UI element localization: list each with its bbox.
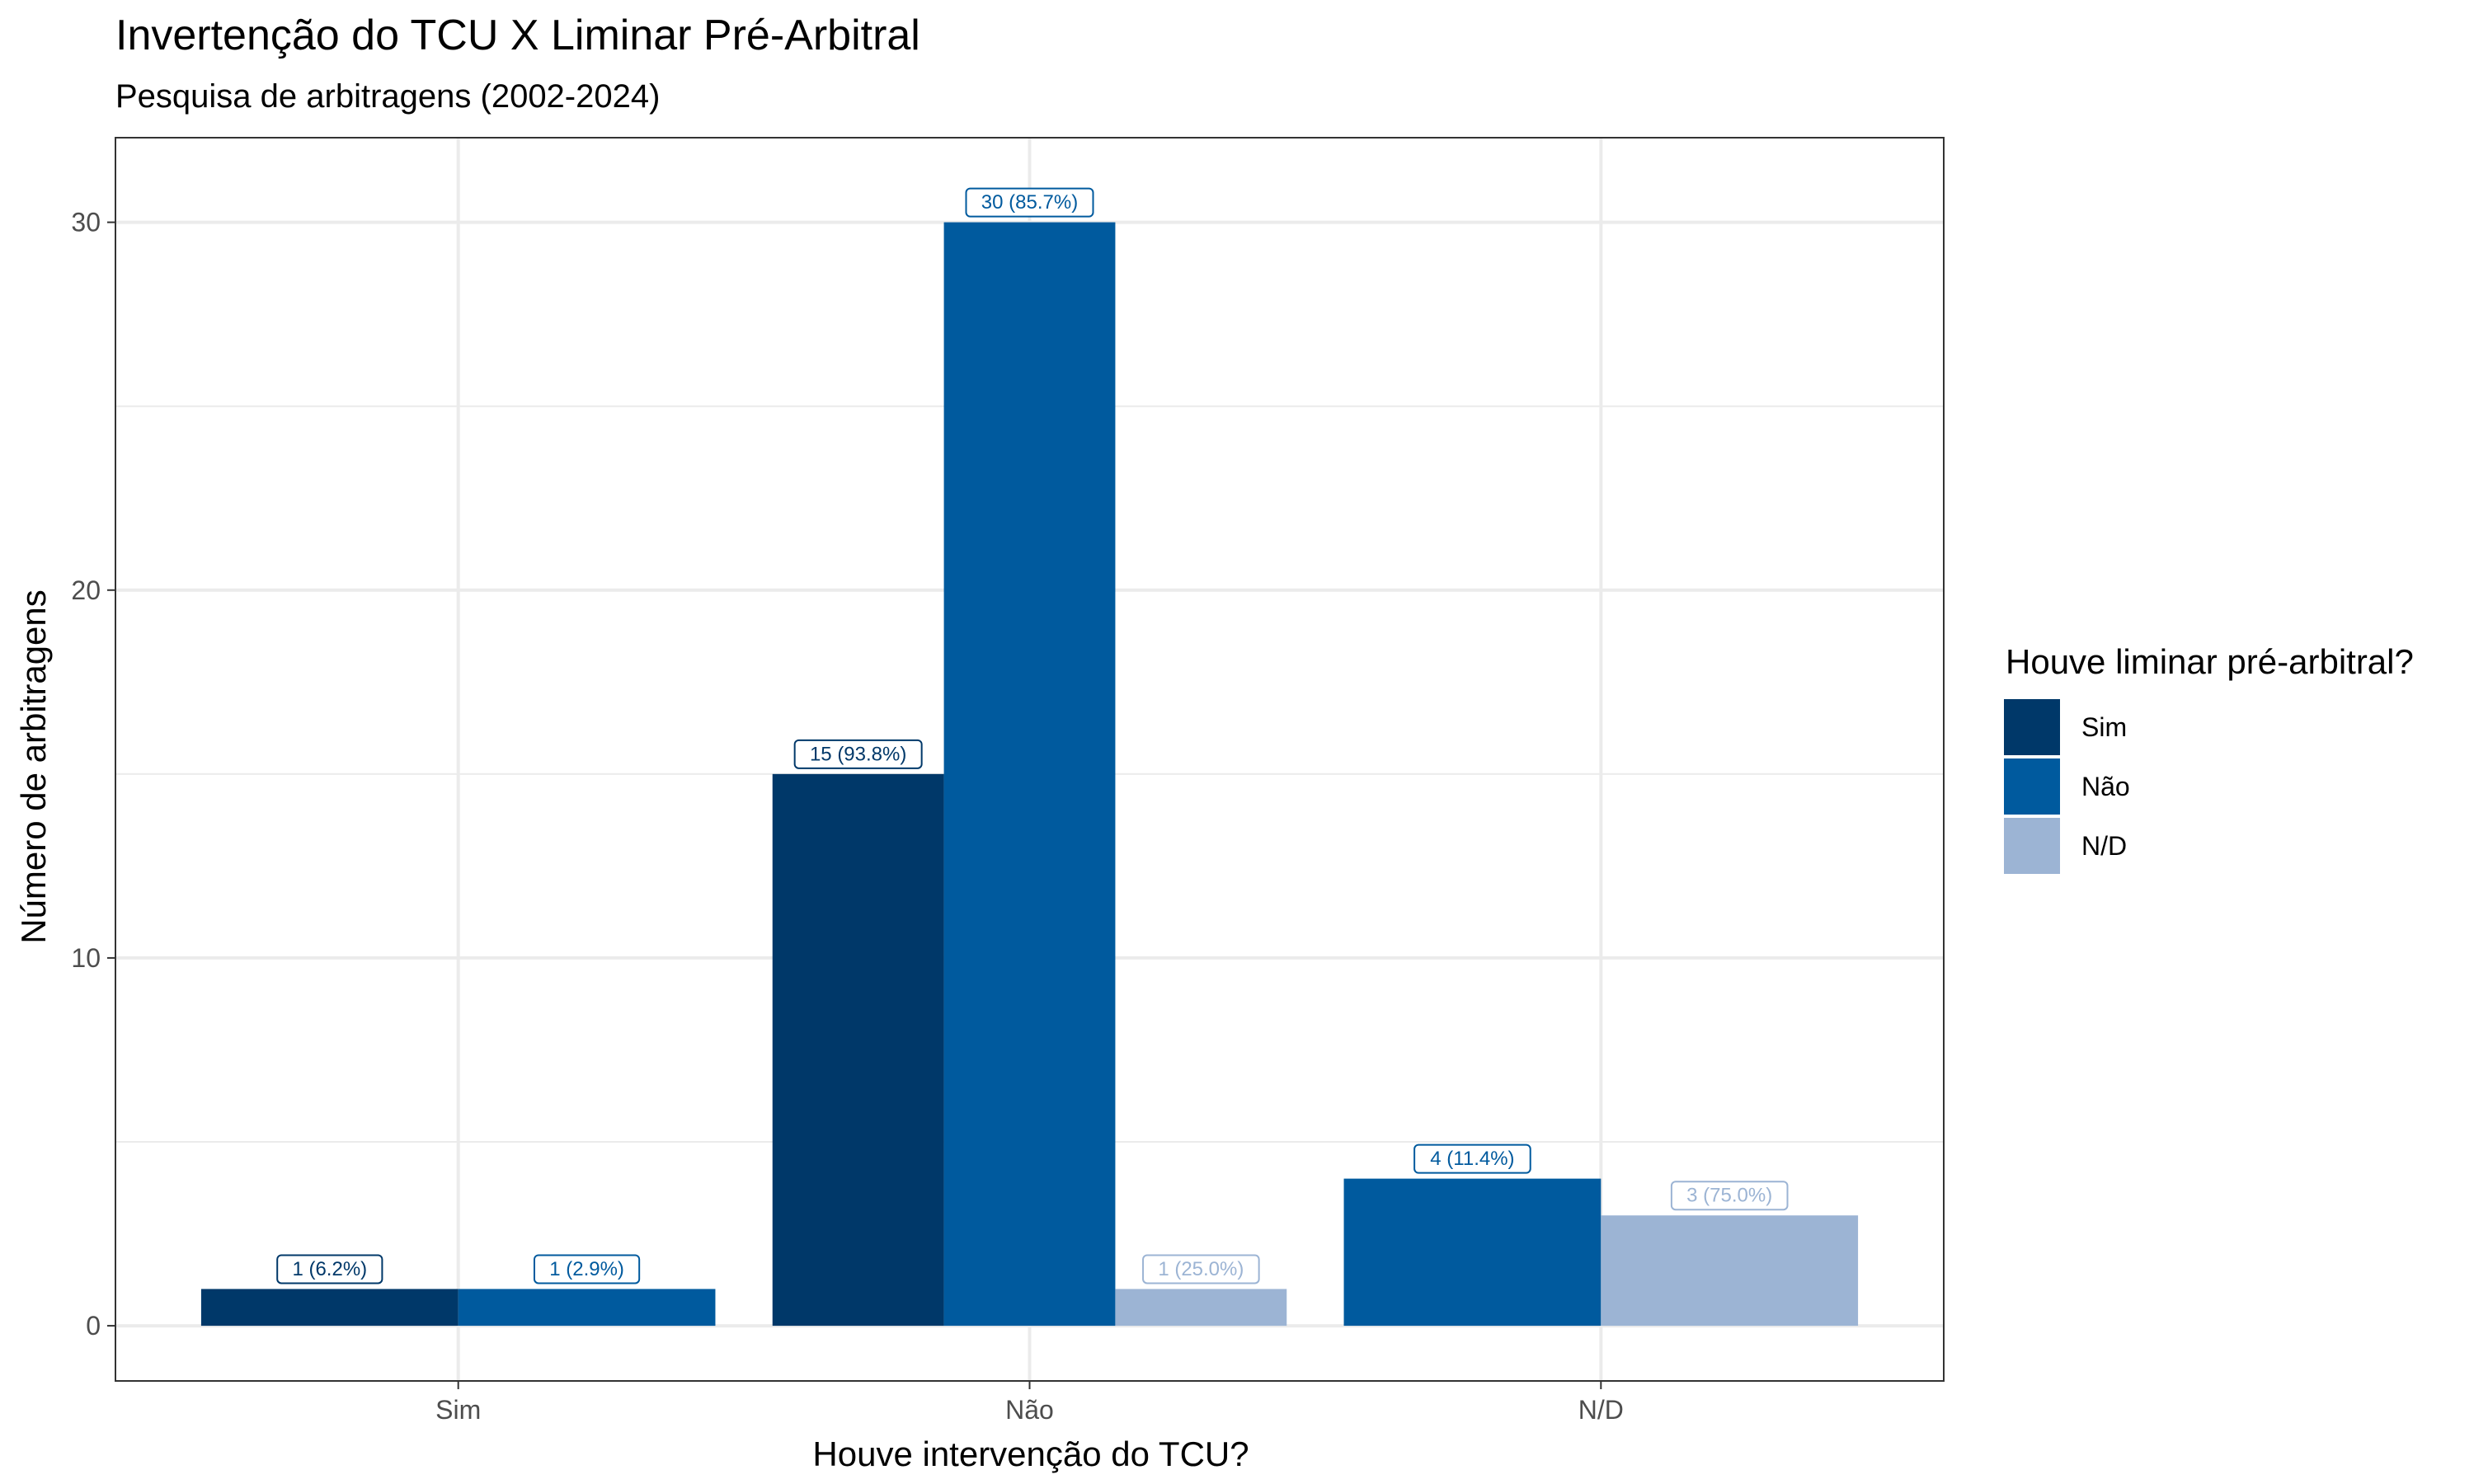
data-label: 4 (11.4%) [1430, 1148, 1514, 1170]
data-label: 15 (93.8%) [810, 743, 906, 765]
chart-subtitle: Pesquisa de arbitragens (2002-2024) [115, 78, 660, 115]
data-label: 3 (75.0%) [1686, 1185, 1772, 1207]
legend-title: Houve liminar pré-arbitral? [2006, 642, 2414, 681]
data-label: 1 (25.0%) [1158, 1258, 1244, 1280]
legend-label: Não [2081, 772, 2130, 801]
x-tick-label: N/D [1578, 1395, 1624, 1425]
data-label: 1 (6.2%) [292, 1258, 367, 1280]
legend-key [2004, 818, 2060, 874]
data-label-box [793, 739, 923, 769]
data-label-box [1670, 1181, 1789, 1211]
y-tick-label: 30 [71, 208, 101, 237]
bar[interactable] [200, 1289, 459, 1327]
data-label: 1 (2.9%) [549, 1258, 624, 1280]
legend: Houve liminar pré-arbitral? Sim Não N/D [2004, 642, 2414, 874]
data-label-box [1413, 1144, 1531, 1174]
bar[interactable] [943, 222, 1116, 1327]
chart-title: Invertenção do TCU X Liminar Pré-Arbitra… [115, 12, 920, 59]
legend-key [2004, 758, 2060, 815]
data-label-box [276, 1254, 383, 1284]
legend-key [2004, 699, 2060, 755]
plot-area: 1 (6.2%) 1 (2.9%) 15 (93.8%) 30 (85.7%) 1 (2… [71, 137, 1945, 1425]
y-axis-title: Número de arbitragens [14, 589, 53, 944]
bar[interactable] [1343, 1178, 1602, 1327]
x-tick-label: Sim [435, 1395, 481, 1425]
data-label: 30 (85.7%) [981, 191, 1078, 214]
bar[interactable] [1601, 1215, 1859, 1327]
y-tick-label: 0 [86, 1311, 101, 1341]
bar[interactable] [458, 1289, 716, 1327]
y-tick-label: 20 [71, 575, 101, 605]
y-tick-label: 10 [71, 943, 101, 973]
bar[interactable] [772, 773, 944, 1327]
x-tick-label: Não [1005, 1395, 1054, 1425]
legend-label: N/D [2081, 831, 2127, 861]
data-label-box [533, 1254, 641, 1284]
bar[interactable] [1115, 1289, 1287, 1327]
data-label-box [965, 187, 1094, 218]
data-label-box [1142, 1254, 1260, 1284]
x-axis-title: Houve intervenção do TCU? [812, 1435, 1249, 1473]
legend-label: Sim [2081, 712, 2127, 742]
